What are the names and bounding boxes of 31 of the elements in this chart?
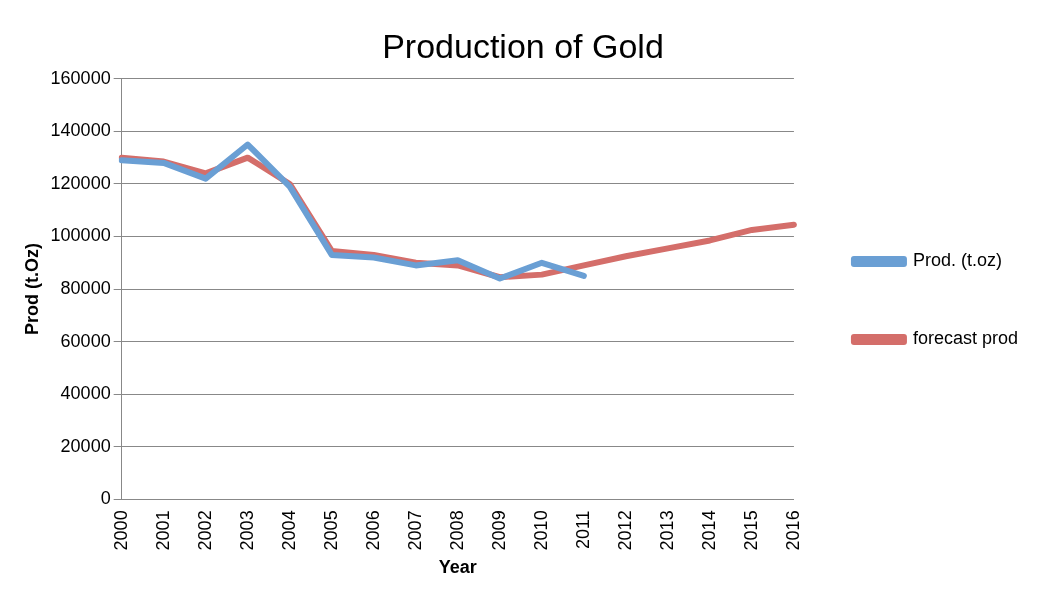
x-tick-label: 2010 (530, 510, 551, 551)
x-tick-label: 2000 (110, 510, 131, 551)
y-tick-label: 40000 (60, 383, 111, 404)
x-tick-label: 2003 (236, 510, 257, 551)
x-tick-label: 2001 (152, 510, 173, 551)
x-tick-label: 2007 (404, 510, 425, 551)
y-tick-label: 120000 (50, 172, 111, 193)
y-axis-title: Prod (t.Oz) (21, 243, 42, 336)
x-tick-label: 2004 (278, 510, 299, 551)
x-tick-label: 2005 (320, 510, 341, 551)
chart-title: Production of Gold (382, 26, 664, 65)
x-tick-label: 2002 (194, 510, 215, 551)
x-tick-label: 2016 (782, 510, 803, 551)
y-tick-label: 0 (100, 488, 111, 509)
x-tick-label: 2012 (614, 510, 635, 551)
x-tick-label: 2014 (698, 510, 719, 551)
x-tick-label: 2015 (740, 510, 761, 551)
x-tick-label: 2009 (488, 510, 509, 551)
y-tick-label: 140000 (50, 120, 111, 141)
x-tick-label: 2011 (572, 510, 593, 550)
x-tick-label: 2013 (656, 510, 677, 551)
y-tick-label: 80000 (60, 278, 111, 299)
y-tick-label: 100000 (50, 225, 111, 246)
x-tick-label: 2008 (446, 510, 467, 551)
y-tick-label: 160000 (50, 67, 111, 88)
x-axis-title: Year (438, 557, 477, 578)
legend-label: Prod. (t.oz) (912, 250, 1002, 271)
y-tick-label: 20000 (60, 435, 111, 456)
legend-label: forecast prod (912, 328, 1019, 349)
y-tick-label: 60000 (60, 330, 111, 351)
x-tick-label: 2006 (362, 510, 383, 551)
